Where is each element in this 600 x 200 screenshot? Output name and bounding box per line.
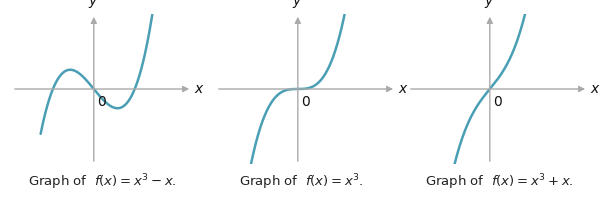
Text: 0: 0	[301, 95, 310, 109]
Text: $y$: $y$	[292, 0, 303, 10]
Text: $y$: $y$	[484, 0, 495, 10]
Text: $x$: $x$	[398, 82, 409, 96]
Text: $x$: $x$	[194, 82, 205, 96]
Text: $y$: $y$	[88, 0, 99, 10]
Text: Graph of  $f(x) = x^3 + x$.: Graph of $f(x) = x^3 + x$.	[425, 172, 574, 192]
Text: 0: 0	[493, 95, 502, 109]
Text: 0: 0	[97, 95, 106, 109]
Text: $x$: $x$	[590, 82, 600, 96]
Text: Graph of  $f(x) = x^3$.: Graph of $f(x) = x^3$.	[239, 172, 364, 192]
Text: Graph of  $f(x) = x^3 - x$.: Graph of $f(x) = x^3 - x$.	[28, 172, 176, 192]
